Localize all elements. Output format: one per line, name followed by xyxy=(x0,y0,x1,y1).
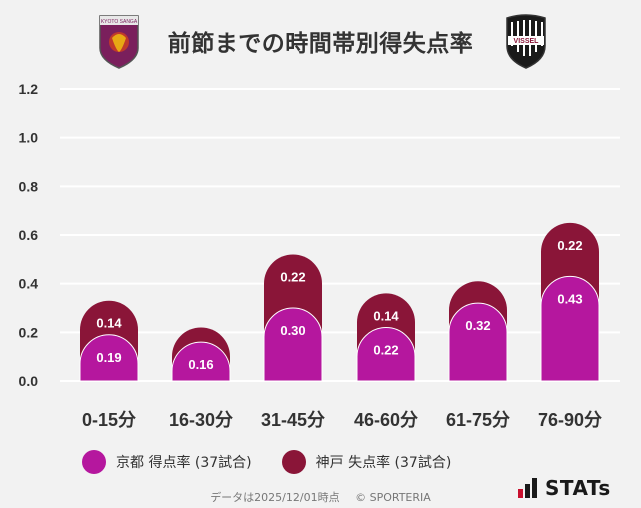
bar-kyoto xyxy=(79,334,139,382)
y-tick-label: 0.6 xyxy=(19,227,39,243)
y-tick-label: 0.2 xyxy=(19,324,39,340)
x-tick-label: 0-15分 xyxy=(82,410,136,430)
bar-kyoto xyxy=(448,302,508,382)
svg-text:VISSEL: VISSEL xyxy=(514,38,540,45)
vissel-kobe-crest-icon: VISSEL xyxy=(506,14,546,69)
y-tick-label: 0.4 xyxy=(19,276,39,292)
data-label-kyoto: 0.43 xyxy=(557,291,582,306)
kyoto-sanga-crest-icon: KYOTO SANGA xyxy=(99,15,139,69)
bar-kyoto xyxy=(540,275,600,382)
data-label-kyoto: 0.22 xyxy=(373,342,398,357)
chart-title: 前節までの時間帯別得失点率 xyxy=(167,31,474,57)
data-label-kyoto: 0.19 xyxy=(96,350,121,365)
x-tick-label: 31-45分 xyxy=(261,410,325,430)
bar-kyoto xyxy=(263,307,323,382)
legend-item-kobe: 神戸 失点率 (37試合) xyxy=(281,450,452,474)
bar-kyoto xyxy=(171,341,231,382)
y-tick-label: 1.0 xyxy=(19,130,39,146)
legend-label-kyoto: 京都 得点率 (37試合) xyxy=(116,455,252,471)
x-tick-label: 16-30分 xyxy=(169,410,233,430)
legend-item-kyoto: 京都 得点率 (37試合) xyxy=(82,450,252,474)
chart-area: 0.0 0.2 0.4 0.6 0.8 1.0 1.2 0.19 0.14 0-15分 0.16 16… xyxy=(19,81,620,430)
legend-label-kobe: 神戸 失点率 (37試合) xyxy=(315,455,452,471)
svg-text:KYOTO SANGA: KYOTO SANGA xyxy=(101,19,138,25)
x-tick-label: 76-90分 xyxy=(538,410,602,430)
x-tick-label: 46-60分 xyxy=(354,410,418,430)
legend: 京都 得点率 (37試合) 神戸 失点率 (37試合) xyxy=(82,448,481,476)
y-tick-label: 1.2 xyxy=(19,81,39,97)
data-label-kobe: 0.14 xyxy=(96,316,122,331)
data-label-kobe: 0.14 xyxy=(373,308,399,323)
data-label-kobe: 0.22 xyxy=(557,238,582,253)
footer-note: データは2025/12/01時点 xyxy=(210,491,340,504)
footer-copyright: © SPORTERIA xyxy=(355,491,431,504)
y-tick-label: 0.8 xyxy=(19,178,39,194)
footer: データは2025/12/01時点 © SPORTERIA xyxy=(0,489,641,505)
y-tick-label: 0.0 xyxy=(19,373,39,389)
data-label-kyoto: 0.16 xyxy=(188,357,213,372)
data-label-kyoto: 0.32 xyxy=(465,318,490,333)
data-label-kobe: 0.22 xyxy=(280,269,305,284)
bar-kyoto xyxy=(356,327,416,382)
legend-swatch-kobe xyxy=(281,450,306,474)
stats-logo-icon xyxy=(518,478,539,498)
legend-swatch-kyoto xyxy=(82,450,106,474)
x-tick-label: 61-75分 xyxy=(446,410,510,430)
data-label-kyoto: 0.30 xyxy=(280,323,305,338)
stats-logo: STATs xyxy=(518,476,611,500)
stats-logo-text: STATs xyxy=(545,476,611,500)
